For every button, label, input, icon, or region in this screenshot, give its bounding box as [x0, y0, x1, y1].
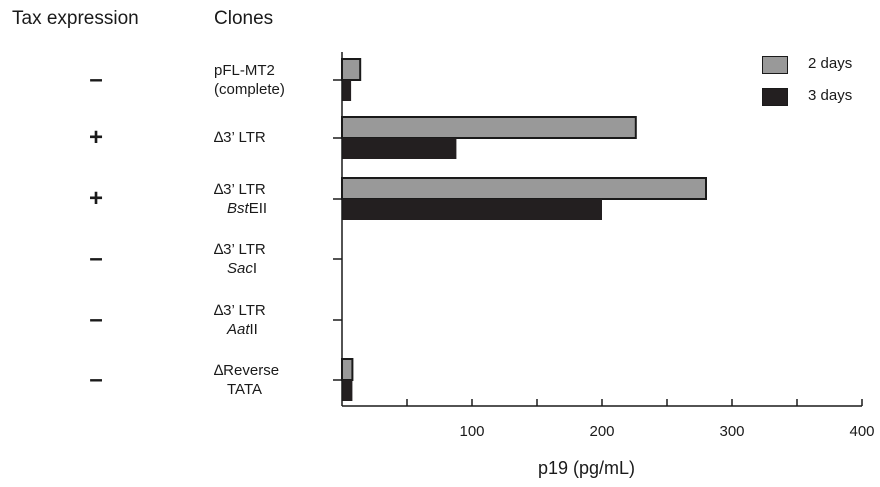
clone-label-row-4: ∆3’ LTR AatII — [214, 301, 266, 339]
clone-label-row-0: pFL-MT2 (complete) — [214, 61, 285, 99]
clone-label-line2: SacI — [214, 259, 266, 278]
tax-sign-row-0: – — [89, 66, 103, 93]
clone-label-row-2: ∆3’ LTR BstEII — [214, 180, 267, 218]
x-axis-label: p19 (pg/mL) — [538, 458, 636, 478]
tax-sign-row-4: – — [89, 306, 103, 333]
clone-label-line1: ∆3’ LTR — [214, 302, 266, 319]
clone-label-line2: TATA — [227, 381, 262, 398]
clone-label-line2: AatII — [214, 320, 266, 339]
bar-2-days-row-2 — [341, 177, 707, 200]
bar-3-days-row-5 — [342, 380, 353, 401]
clone-label-line1: ∆3’ LTR — [214, 241, 266, 258]
clone-label-line1: ∆3’ LTR — [214, 129, 266, 146]
clone-label-line1: ∆Reverse — [214, 362, 280, 379]
clones-header: Clones — [214, 8, 274, 29]
legend-swatch-2-days — [762, 56, 788, 74]
clone-label-row-3: ∆3’ LTR SacI — [214, 240, 266, 278]
legend-label-3-days: 3 days — [808, 87, 853, 104]
legend-label-2-days: 2 days — [808, 55, 853, 72]
bar-3-days-row-1 — [342, 138, 457, 159]
x-tick-label-100: 100 — [459, 423, 484, 440]
tax-sign-row-5: – — [89, 366, 103, 393]
clone-label-part: II — [249, 321, 258, 338]
bar-2-days-row-5 — [341, 358, 354, 381]
tax-sign-row-3: – — [89, 245, 103, 272]
bar-3-days-row-2 — [342, 199, 602, 220]
bar-2-days-row-0 — [341, 58, 362, 81]
clone-label-part: EII — [248, 200, 268, 217]
clone-label-part: I — [252, 260, 258, 277]
clone-label-part: Aat — [227, 321, 250, 338]
tax-sign-row-2: + — [88, 185, 103, 212]
clone-label-line2: (complete) — [214, 81, 285, 98]
bar-2-days-row-1 — [341, 116, 637, 139]
x-tick-label-400: 400 — [849, 423, 874, 440]
clone-label-row-5: ∆Reverse TATA — [214, 361, 279, 399]
clone-label-part: Sac — [227, 260, 253, 277]
clone-label-line1: ∆3’ LTR — [214, 181, 266, 198]
x-tick-label-200: 200 — [589, 423, 614, 440]
clone-label-row-1: ∆3’ LTR — [214, 128, 266, 147]
tax-sign-row-1: + — [88, 124, 103, 151]
clone-label-part: Bst — [227, 200, 249, 217]
tax-expression-header: Tax expression — [12, 8, 139, 29]
clone-label-line1: pFL-MT2 — [214, 62, 275, 79]
legend-swatch-3-days — [762, 88, 788, 106]
x-tick-label-300: 300 — [719, 423, 744, 440]
clone-label-line2: BstEII — [214, 199, 267, 218]
bar-3-days-row-0 — [342, 80, 352, 101]
